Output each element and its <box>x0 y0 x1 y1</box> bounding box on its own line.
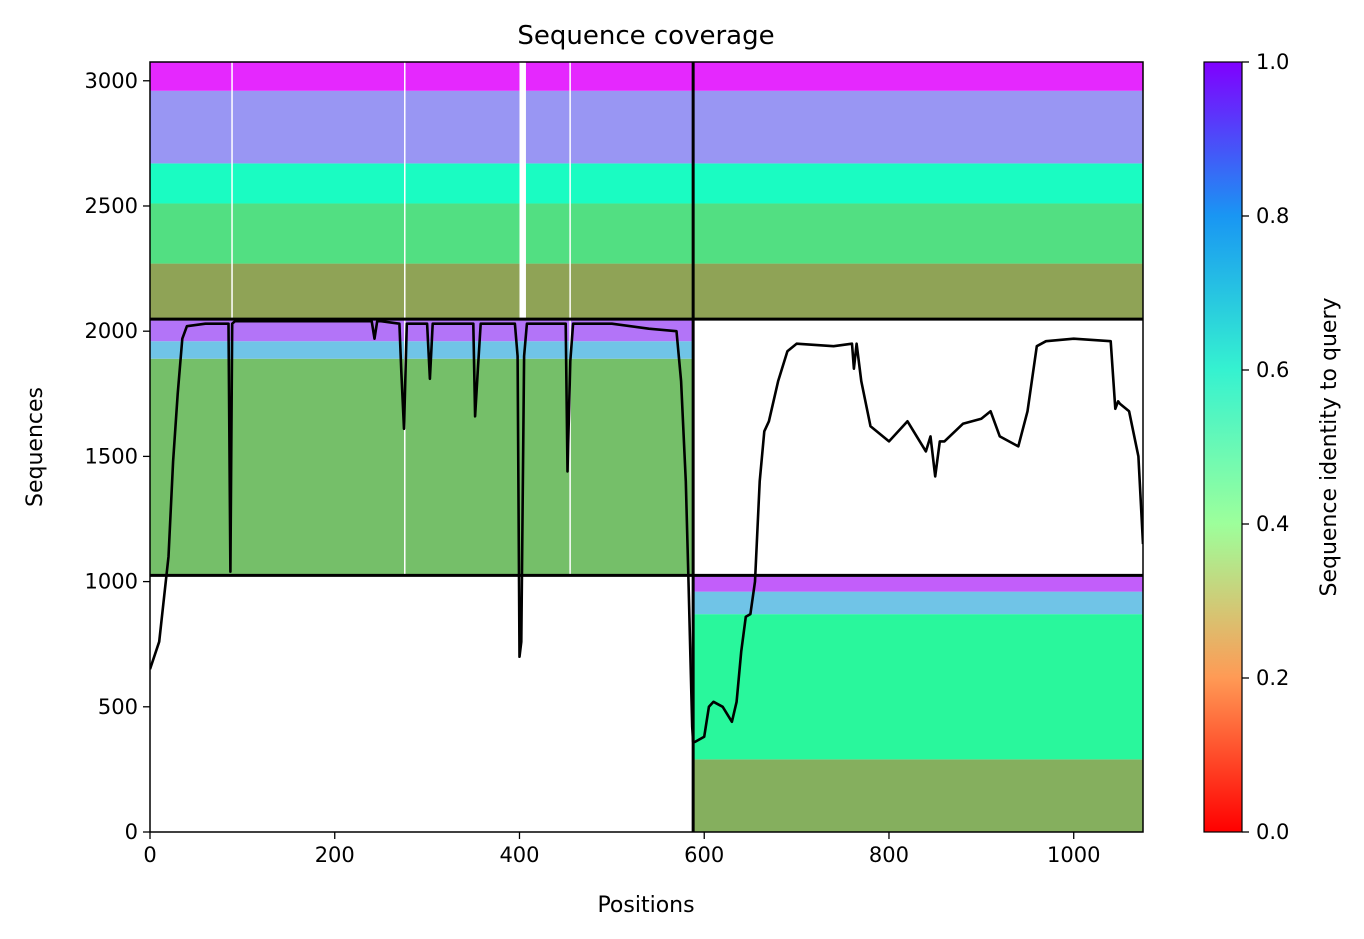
msa-gap-column <box>404 62 406 320</box>
msa-band <box>150 90 694 164</box>
y-tick-label: 1000 <box>85 570 138 594</box>
colorbar-tick-label: 0.6 <box>1256 358 1289 382</box>
x-tick-label: 400 <box>499 843 539 867</box>
msa-gap-column <box>569 62 571 320</box>
colorbar-label: Sequence identity to query <box>1317 297 1342 596</box>
x-tick-label: 1000 <box>1047 843 1100 867</box>
msa-gap-column <box>569 319 571 576</box>
x-tick-label: 600 <box>684 843 724 867</box>
msa-band <box>150 163 694 204</box>
colorbar <box>1203 61 1243 833</box>
y-tick-label: 0 <box>125 820 138 844</box>
msa-band <box>693 203 1143 264</box>
colorbar-tick-label: 1.0 <box>1256 50 1289 74</box>
msa-band <box>150 62 694 91</box>
y-axis: 0 500 1000 1500 2000 2500 3000 <box>85 69 150 844</box>
msa-band <box>150 341 694 359</box>
msa-gap-column <box>519 62 526 320</box>
y-tick-label: 500 <box>98 695 138 719</box>
coverage-line <box>150 319 1143 744</box>
msa-band <box>693 759 1143 832</box>
msa-block <box>150 319 694 576</box>
x-tick-label: 800 <box>869 843 909 867</box>
y-tick-label: 2000 <box>85 319 138 343</box>
msa-block <box>150 62 694 320</box>
chart-title: Sequence coverage <box>517 21 774 51</box>
x-axis: 0 200 400 600 800 1000 <box>143 832 1100 867</box>
msa-band <box>150 263 694 320</box>
msa-band <box>693 591 1143 615</box>
y-tick-label: 3000 <box>85 69 138 93</box>
msa-band <box>150 203 694 264</box>
msa-gap-column <box>231 62 233 320</box>
plot-frame <box>149 61 1144 833</box>
msa-band <box>693 90 1143 164</box>
plot-area <box>150 62 1143 832</box>
x-tick-label: 200 <box>315 843 355 867</box>
colorbar-tick-label: 0.8 <box>1256 204 1289 228</box>
msa-gap-column <box>404 319 406 576</box>
y-axis-label: Sequences <box>23 387 48 507</box>
coverage-line-layer <box>150 319 1143 744</box>
msa-band <box>150 358 694 576</box>
msa-band <box>693 614 1143 760</box>
colorbar-tick-label: 0.2 <box>1256 666 1289 690</box>
x-axis-label: Positions <box>597 893 694 918</box>
msa-band <box>693 163 1143 204</box>
msa-band <box>693 263 1143 320</box>
x-tick-label: 0 <box>143 843 156 867</box>
chain-boundaries <box>150 62 1143 832</box>
msa-band <box>693 62 1143 91</box>
y-tick-label: 1500 <box>85 444 138 468</box>
msa-band <box>693 575 1143 592</box>
msa-block <box>693 62 1143 320</box>
colorbar-axis: 0.0 0.2 0.4 0.6 0.8 1.0 <box>1242 50 1289 844</box>
msa-block <box>693 575 1143 832</box>
y-tick-label: 2500 <box>85 194 138 218</box>
msa-blocks <box>150 62 1143 832</box>
colorbar-tick-label: 0.0 <box>1256 820 1289 844</box>
colorbar-tick-label: 0.4 <box>1256 512 1289 536</box>
